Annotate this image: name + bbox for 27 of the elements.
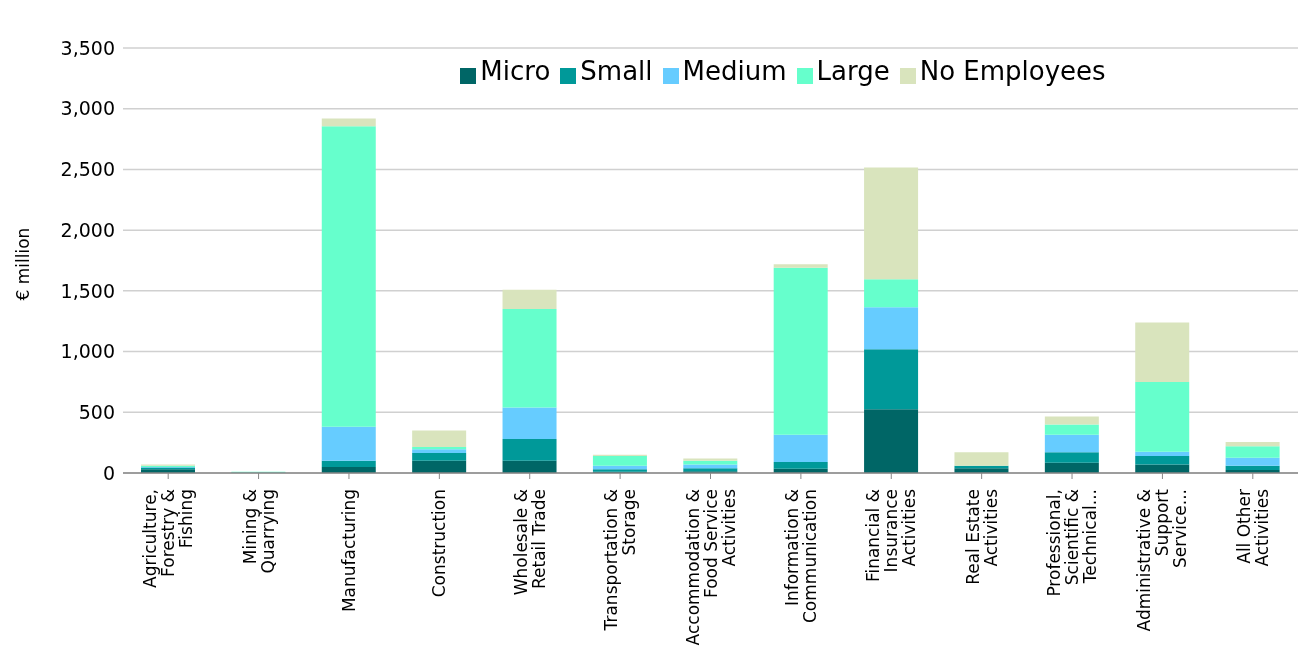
x-tick-label: Agriculture, Forestry & Fishing [140, 489, 197, 588]
x-tick-label: Wholesale & Retail Trade [510, 489, 549, 596]
legend-label: No Employees [919, 56, 1106, 86]
x-tick-label: Information & Communication [781, 489, 820, 623]
x-tick-label: Administrative & Support Service... [1134, 488, 1191, 632]
x-tick-label: Mining & Quarrying [239, 489, 278, 574]
x-tick-label: Accommodation & Food Service Activities [682, 488, 739, 646]
y-tick-label: 3,000 [60, 97, 115, 120]
x-tick-label: All Other Activities [1233, 488, 1272, 567]
y-tick-label: 500 [78, 401, 115, 424]
legend-label: Medium [682, 56, 787, 86]
y-tick-label: 1,000 [60, 340, 115, 363]
x-tick-label: Professional, Scientific & Technical... [1044, 489, 1101, 597]
y-tick-label: 2,500 [60, 158, 115, 181]
x-tick-label: Transportation & Storage [601, 489, 640, 632]
y-tick-label: 1,500 [60, 279, 115, 302]
y-tick-label: 2,000 [60, 218, 115, 241]
x-tick-label: Real Estate Activities [962, 488, 1001, 585]
legend-label: Large [816, 56, 890, 86]
x-tick-label: Financial & Insurance Activities [863, 488, 920, 583]
y-tick-label: 0 [102, 461, 115, 484]
y-axis-title: € million [13, 227, 34, 301]
x-tick-label: Construction [429, 489, 450, 598]
legend-label: Small [580, 56, 653, 86]
legend-label: Micro [480, 56, 551, 86]
y-tick-label: 3,500 [60, 36, 115, 59]
x-tick-label: Manufacturing [338, 489, 359, 613]
